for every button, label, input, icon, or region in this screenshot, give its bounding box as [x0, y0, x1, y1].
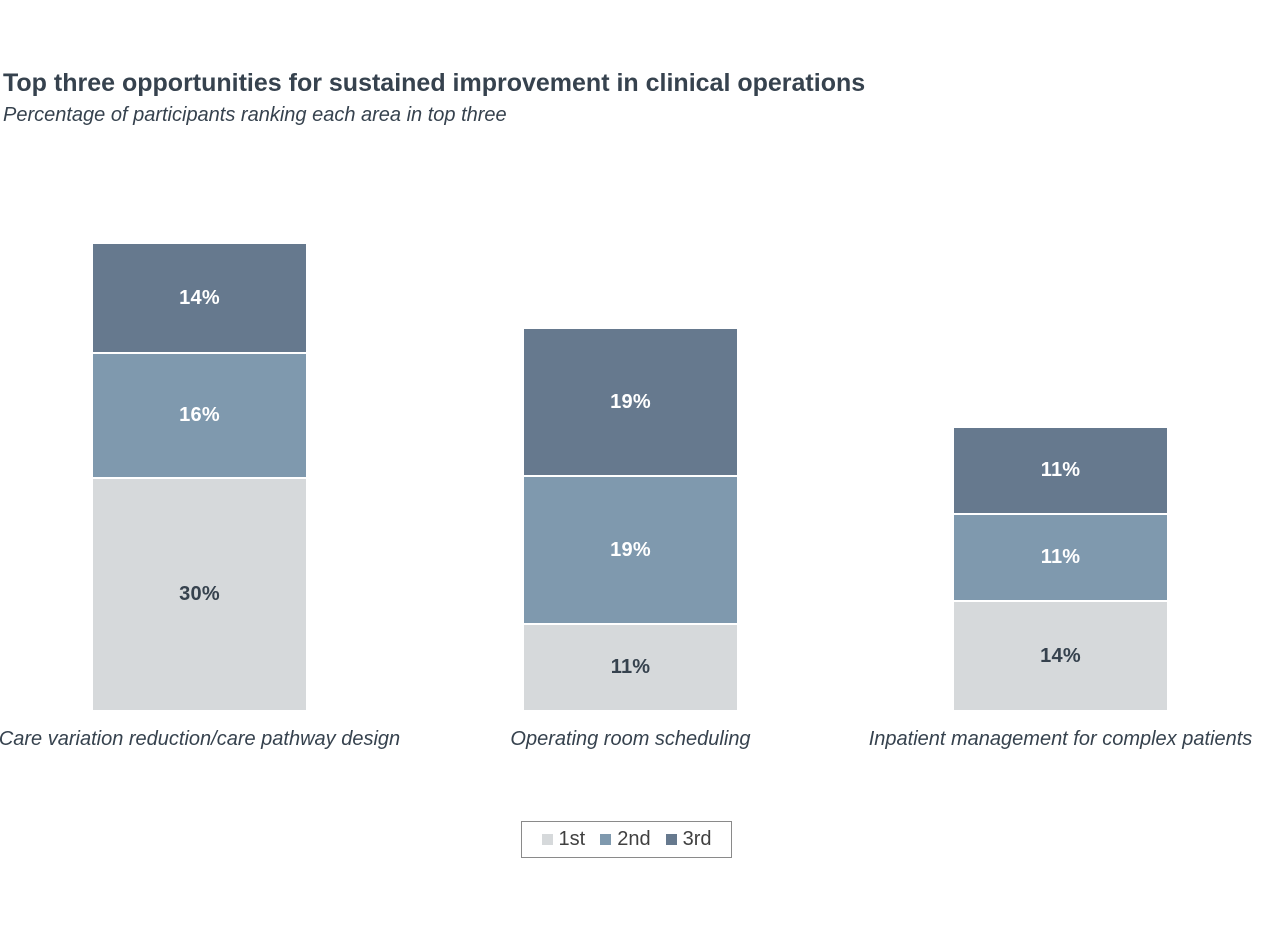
bar-group-2: 19% 19% 11%: [524, 329, 737, 710]
bar-category-label: Care variation reduction/care pathway de…: [0, 728, 401, 750]
legend-item-2nd: 2nd: [600, 828, 651, 851]
bar-group-3: 11% 11% 14%: [954, 428, 1167, 710]
bar-segment-1st: 11%: [524, 625, 737, 710]
bar-segment-3rd: 14%: [93, 244, 306, 352]
bar-segment-3rd: 11%: [954, 428, 1167, 513]
legend-label-3rd: 3rd: [682, 828, 712, 850]
chart-subtitle: Percentage of participants ranking each …: [3, 104, 507, 126]
bar-category-label: Operating room scheduling: [510, 728, 751, 750]
legend-swatch-3rd-icon: [665, 834, 677, 845]
legend-label-1st: 1st: [558, 828, 586, 850]
legend-swatch-2nd-icon: [600, 834, 612, 845]
bar-category-label: Inpatient management for complex patient…: [868, 728, 1253, 750]
bar-segment-2nd: 16%: [93, 354, 306, 477]
bar-segment-2nd: 19%: [524, 477, 737, 623]
bar-segment-3rd: 19%: [524, 329, 737, 475]
bar-segment-2nd: 11%: [954, 515, 1167, 600]
bar-segment-1st: 14%: [954, 602, 1167, 710]
chart-title: Top three opportunities for sustained im…: [3, 69, 866, 97]
legend-label-2nd: 2nd: [617, 828, 651, 850]
chart-legend: 1st 2nd 3rd: [521, 821, 732, 858]
legend-swatch-1st-icon: [541, 834, 553, 845]
legend-item-3rd: 3rd: [665, 828, 712, 851]
bar-group-1: 14% 16% 30%: [93, 244, 306, 710]
bar-segment-1st: 30%: [93, 479, 306, 710]
legend-item-1st: 1st: [541, 828, 586, 851]
